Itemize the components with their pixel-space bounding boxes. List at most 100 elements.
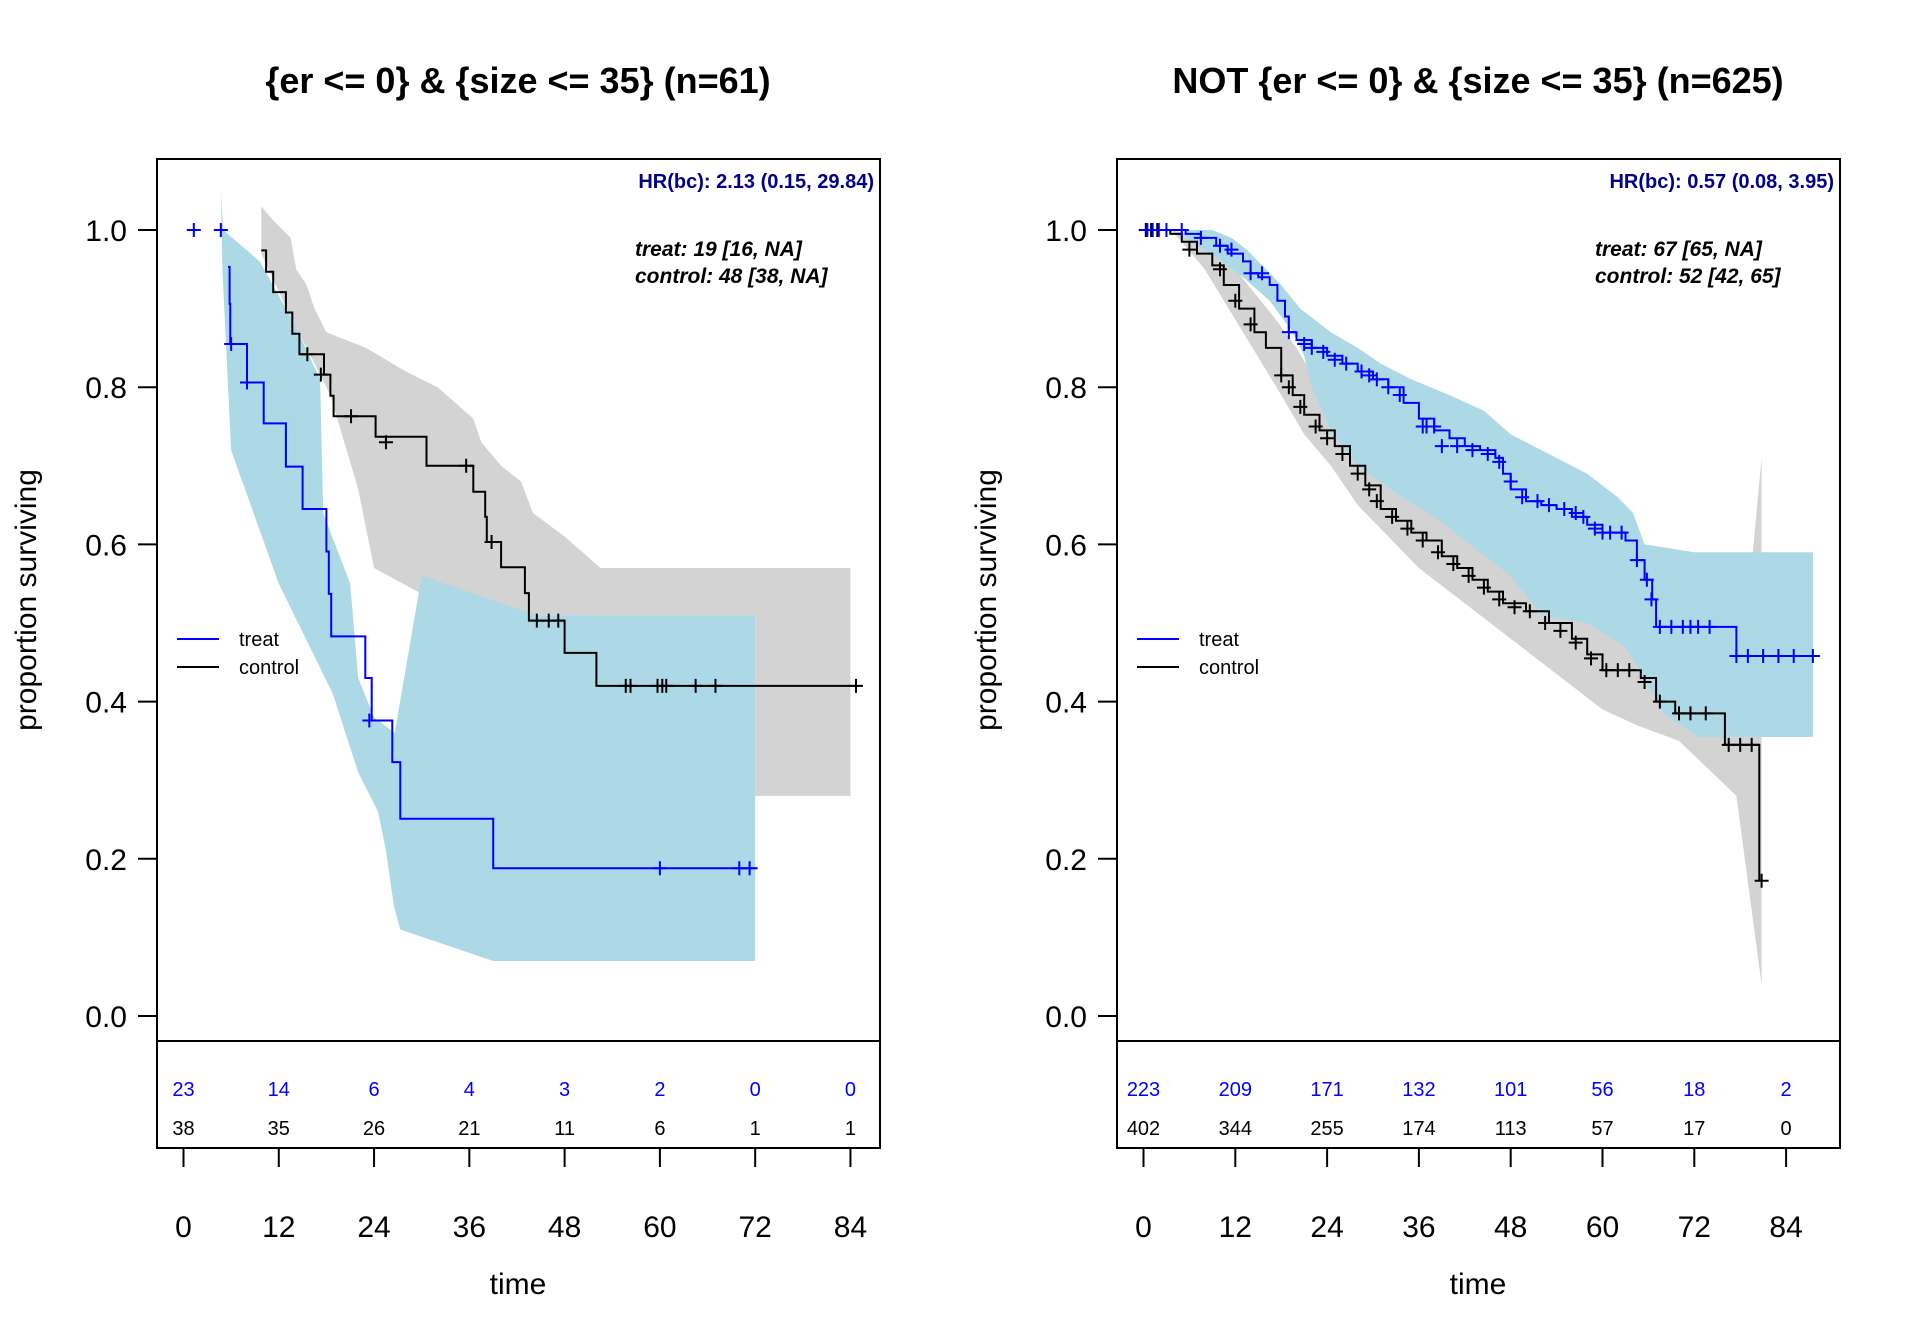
- control-survival-curve: [1143, 229, 1761, 881]
- censor-mark: [688, 678, 703, 693]
- censor-mark: [1754, 873, 1769, 888]
- risk-treat-count: 18: [1683, 1079, 1705, 1101]
- censor-mark: [213, 223, 228, 237]
- censor-mark: [1193, 230, 1208, 245]
- risk-control-count: 113: [1495, 1118, 1527, 1140]
- censor-mark: [1614, 525, 1629, 540]
- censor-mark: [1553, 623, 1568, 638]
- risk-control-count: 255: [1310, 1118, 1343, 1140]
- censor-mark: [1339, 356, 1354, 371]
- censor-mark: [362, 713, 377, 728]
- legend: treat control: [177, 629, 299, 679]
- censor-mark: [1568, 505, 1583, 520]
- x-tick-label: 72: [1678, 1211, 1711, 1244]
- y-tick-label: 1.0: [1045, 215, 1087, 248]
- risk-treat-count: 2: [654, 1079, 665, 1101]
- censor-mark: [1683, 706, 1698, 721]
- censor-mark: [1362, 482, 1377, 497]
- x-axis-label: time: [490, 1268, 547, 1301]
- censor-mark: [1182, 242, 1197, 257]
- risk-control-count: 17: [1683, 1118, 1705, 1140]
- censor-mark: [1652, 694, 1667, 709]
- censor-mark: [529, 613, 544, 628]
- legend: treat control: [1137, 629, 1259, 679]
- x-tick-label: 0: [175, 1211, 192, 1244]
- censor-mark: [1644, 592, 1659, 607]
- censor-mark: [1629, 553, 1644, 568]
- censor-mark: [1476, 580, 1491, 595]
- x-axis-label: time: [1450, 1268, 1507, 1301]
- right-km-panel: NOT {er <= 0} & {size <= 35} (n=625) 0.0…: [970, 60, 1841, 1301]
- hazard-ratio-label: HR(bc): 2.13 (0.15, 29.84): [638, 171, 874, 193]
- y-tick-label: 1.0: [85, 215, 127, 248]
- y-tick-label: 0.4: [85, 687, 127, 720]
- x-tick-label: 24: [357, 1211, 390, 1244]
- y-axis: 0.0 0.2 0.4 0.6 0.8 1.0: [85, 215, 157, 1034]
- x-axis: 0 12 24 36 48 60 72 84: [175, 1148, 867, 1244]
- censor-mark: [186, 223, 201, 237]
- censor-mark: [708, 678, 723, 693]
- censor-mark: [1174, 223, 1189, 237]
- censor-mark: [1756, 649, 1771, 664]
- censor-mark: [1369, 494, 1384, 509]
- risk-table-frame: [156, 1040, 881, 1149]
- risk-treat-count: 56: [1591, 1079, 1613, 1101]
- left-km-panel: {er <= 0} & {size <= 35} (n=61) 0.00.20.…: [10, 60, 881, 1301]
- censor-mark: [742, 861, 757, 876]
- y-tick-label: 0.0: [85, 1001, 127, 1034]
- median-control-label: control: 48 [38, NA]: [635, 265, 829, 288]
- x-tick-label: 48: [1494, 1211, 1527, 1244]
- censor-mark: [1702, 619, 1717, 634]
- control-ci-band: [261, 206, 851, 796]
- risk-control-count: 6: [654, 1118, 665, 1140]
- censor-mark: [1434, 439, 1449, 454]
- censor-mark: [1243, 317, 1258, 332]
- median-treat-label: treat: 19 [16, NA]: [635, 238, 803, 261]
- y-tick-label: 0.6: [85, 529, 127, 562]
- censor-mark: [1805, 649, 1820, 664]
- risk-treat-count: 2: [1781, 1079, 1792, 1101]
- censor-mark: [1538, 616, 1553, 630]
- censor-mark: [1392, 388, 1407, 403]
- risk-treat-count: 4: [464, 1079, 475, 1101]
- censor-mark: [1530, 494, 1545, 509]
- survival-curves: [1138, 223, 1820, 888]
- censor-mark: [300, 347, 315, 362]
- censor-mark: [378, 435, 393, 450]
- risk-control-count: 0: [1781, 1118, 1792, 1140]
- y-axis-label: proportion surviving: [10, 469, 43, 731]
- censor-mark: [1228, 293, 1243, 308]
- censor-mark: [1213, 262, 1227, 277]
- censor-mark: [1400, 521, 1415, 536]
- control-ci-band: [1170, 230, 1762, 985]
- censor-mark: [1744, 737, 1759, 752]
- censor-mark: [344, 409, 359, 424]
- y-axis: 0.0 0.2 0.4 0.6 0.8 1.0: [1045, 215, 1117, 1034]
- risk-treat-count: 0: [750, 1079, 761, 1101]
- censor-mark: [1507, 600, 1522, 615]
- censor-mark: [1224, 242, 1239, 257]
- legend-treat-label: treat: [239, 629, 279, 651]
- censor-mark: [1450, 439, 1465, 454]
- censor-mark: [1461, 568, 1476, 583]
- treat-ci-band: [220, 190, 756, 961]
- y-tick-label: 0.0: [1045, 1001, 1087, 1034]
- risk-treat-count: 171: [1310, 1079, 1343, 1101]
- control-survival-curve: [261, 249, 856, 687]
- censor-mark: [224, 336, 239, 351]
- censor-mark: [1304, 340, 1319, 355]
- censor-mark: [1557, 502, 1572, 517]
- risk-treat-count: 0: [845, 1079, 856, 1101]
- censor-mark: [1515, 490, 1530, 505]
- censor-mark: [551, 613, 566, 628]
- censor-mark: [1576, 509, 1591, 524]
- censor-mark: [1522, 604, 1537, 619]
- median-treat-label: treat: 67 [65, NA]: [1595, 238, 1763, 261]
- censor-mark: [1281, 380, 1296, 395]
- treat-ci-band: [1185, 230, 1813, 737]
- censor-mark: [1335, 447, 1350, 462]
- censor-mark: [1503, 474, 1518, 489]
- risk-control-count: 57: [1591, 1118, 1613, 1140]
- risk-control-count: 35: [268, 1118, 290, 1140]
